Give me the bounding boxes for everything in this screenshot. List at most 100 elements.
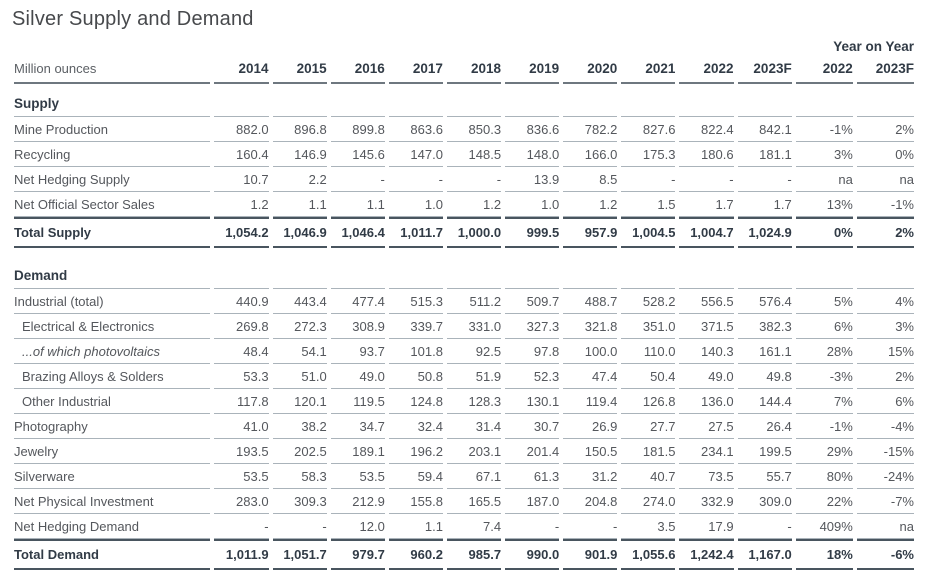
yoy-cell: 4% <box>856 289 914 314</box>
value-cell: 166.0 <box>563 142 618 167</box>
value-cell: 901.9 <box>563 539 618 570</box>
section-heading-fill <box>737 84 792 117</box>
value-cell: 61.3 <box>505 464 560 489</box>
value-cell: 1,011.9 <box>214 539 269 570</box>
value-cell: 49.8 <box>737 364 792 389</box>
value-cell: 202.5 <box>272 439 327 464</box>
value-cell: 100.0 <box>563 339 618 364</box>
value-cell: 51.9 <box>446 364 502 389</box>
column-header: 2015 <box>272 56 327 84</box>
section-heading-fill <box>214 84 269 117</box>
value-cell: 73.5 <box>679 464 734 489</box>
value-cell: 32.4 <box>388 414 443 439</box>
row-label: ...of which photovoltaics <box>14 339 211 364</box>
section-heading-fill <box>272 84 327 117</box>
section-heading-fill <box>505 84 560 117</box>
value-cell: 283.0 <box>214 489 269 514</box>
value-cell: 38.2 <box>272 414 327 439</box>
value-cell: 827.6 <box>621 117 676 142</box>
section-heading-fill <box>795 84 853 117</box>
yoy-cell: 6% <box>795 314 853 339</box>
value-cell: - <box>272 514 327 539</box>
row-label: Electrical & Electronics <box>14 314 211 339</box>
value-cell: 1.2 <box>563 192 618 217</box>
value-cell: 150.5 <box>563 439 618 464</box>
yoy-cell: 18% <box>795 539 853 570</box>
value-cell: 49.0 <box>679 364 734 389</box>
value-cell: 17.9 <box>679 514 734 539</box>
section-heading-row: Supply <box>14 84 914 117</box>
value-cell: 1,004.5 <box>621 217 676 248</box>
table-row: Other Industrial 117.8 120.1 119.5 124.8 128.… <box>14 389 914 414</box>
value-cell: 180.6 <box>679 142 734 167</box>
value-cell: 124.8 <box>388 389 443 414</box>
value-cell: 40.7 <box>621 464 676 489</box>
total-row: Total Demand 1,011.9 1,051.7 979.7 960.2 985.… <box>14 539 914 570</box>
value-cell: 147.0 <box>388 142 443 167</box>
yoy-cell: -4% <box>856 414 914 439</box>
yoy-cell: -15% <box>856 439 914 464</box>
value-cell: 126.8 <box>621 389 676 414</box>
total-row-label: Total Demand <box>14 539 211 570</box>
value-cell: 52.3 <box>505 364 560 389</box>
yoy-cell: -1% <box>795 414 853 439</box>
value-cell: 97.8 <box>505 339 560 364</box>
value-cell: 234.1 <box>679 439 734 464</box>
value-cell: 331.0 <box>446 314 502 339</box>
column-header: 2017 <box>388 56 443 84</box>
value-cell: 515.3 <box>388 289 443 314</box>
section-heading-fill <box>563 84 618 117</box>
yoy-cell: 2% <box>856 217 914 248</box>
value-cell: 181.5 <box>621 439 676 464</box>
value-cell: 1,055.6 <box>621 539 676 570</box>
value-cell: 443.4 <box>272 289 327 314</box>
row-label: Industrial (total) <box>14 289 211 314</box>
section-heading: Demand <box>14 256 211 289</box>
row-label: Net Official Sector Sales <box>14 192 211 217</box>
table-row: Net Hedging Supply 10.7 2.2- - -13.9 8.5- - - na… <box>14 167 914 192</box>
value-cell: 59.4 <box>388 464 443 489</box>
table-row: Mine Production 882.0 896.8 899.8 863.6 850.3… <box>14 117 914 142</box>
yoy-cell: 0% <box>795 217 853 248</box>
value-cell: 308.9 <box>330 314 385 339</box>
value-cell: 13.9 <box>505 167 560 192</box>
value-cell: - <box>505 514 560 539</box>
section-heading: Supply <box>14 84 211 117</box>
value-cell: 327.3 <box>505 314 560 339</box>
value-cell: 1,000.0 <box>446 217 502 248</box>
value-cell: 53.5 <box>330 464 385 489</box>
value-cell: 999.5 <box>505 217 560 248</box>
column-header: 2014 <box>214 56 269 84</box>
value-cell: 26.9 <box>563 414 618 439</box>
section-spacer-row <box>14 248 914 256</box>
value-cell: 1.0 <box>505 192 560 217</box>
page-title: Silver Supply and Demand <box>12 8 254 30</box>
value-cell: 48.4 <box>214 339 269 364</box>
column-header-row: Million ounces 2014 2015 2016 2017 2018 … <box>14 56 914 84</box>
value-cell: 339.7 <box>388 314 443 339</box>
section-heading-fill <box>330 256 385 289</box>
value-cell: 130.1 <box>505 389 560 414</box>
value-cell: 26.4 <box>737 414 792 439</box>
value-cell: 272.3 <box>272 314 327 339</box>
section-heading-row: Demand <box>14 256 914 289</box>
value-cell: 1.7 <box>737 192 792 217</box>
yoy-cell: 80% <box>795 464 853 489</box>
section-heading-fill <box>621 256 676 289</box>
value-cell: - <box>214 514 269 539</box>
value-cell: 488.7 <box>563 289 618 314</box>
value-cell: 269.8 <box>214 314 269 339</box>
table-row: Electrical & Electronics 269.8 272.3 308.9 3… <box>14 314 914 339</box>
value-cell: 957.9 <box>563 217 618 248</box>
value-cell: 332.9 <box>679 489 734 514</box>
value-cell: 41.0 <box>214 414 269 439</box>
value-cell: 371.5 <box>679 314 734 339</box>
value-cell: 1,167.0 <box>737 539 792 570</box>
value-cell: 196.2 <box>388 439 443 464</box>
value-cell: 309.0 <box>737 489 792 514</box>
row-label: Brazing Alloys & Solders <box>14 364 211 389</box>
yoy-cell: 28% <box>795 339 853 364</box>
value-cell: 136.0 <box>679 389 734 414</box>
table-row: Net Hedging Demand - -12.0 1.1 7.4- -3.5 17.9-… <box>14 514 914 539</box>
value-cell: 189.1 <box>330 439 385 464</box>
